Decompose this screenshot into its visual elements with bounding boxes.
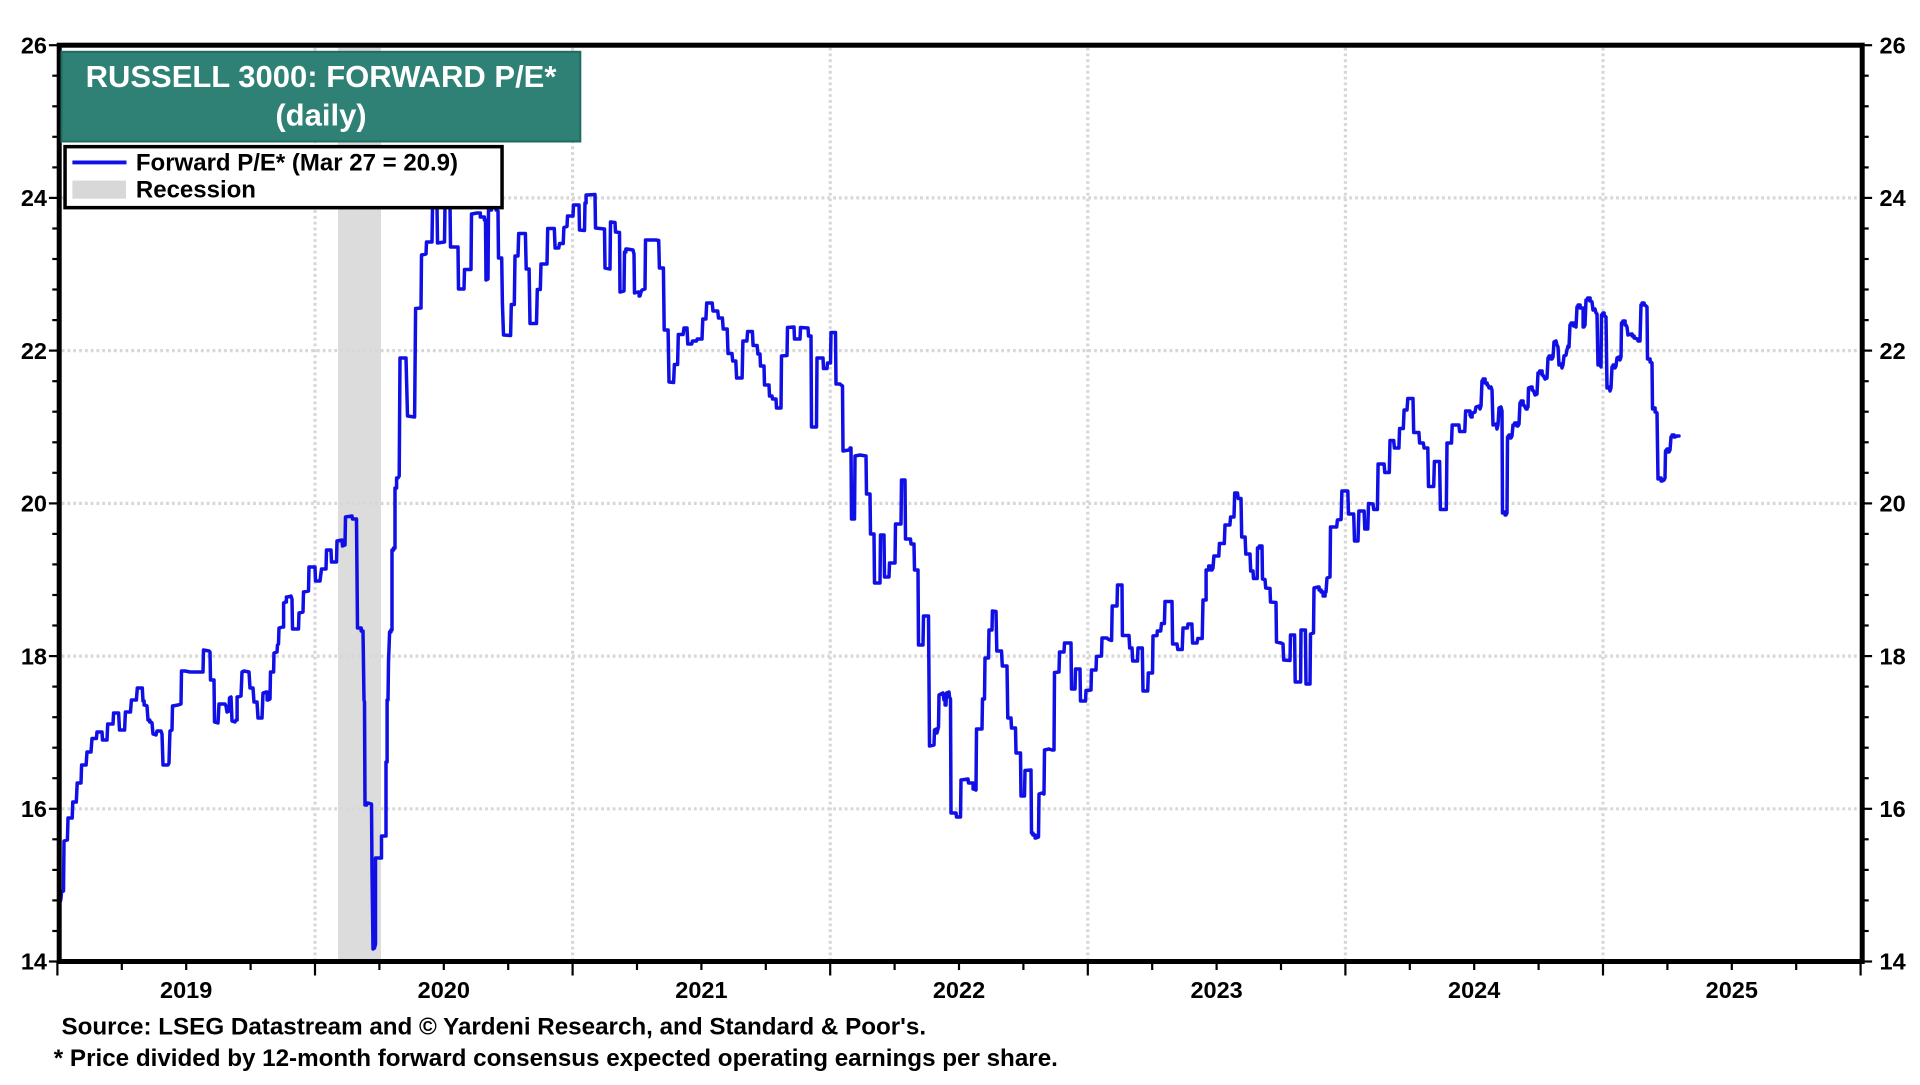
svg-text:2021: 2021 bbox=[675, 977, 727, 1003]
svg-text:* Price divided by 12-month fo: * Price divided by 12-month forward cons… bbox=[54, 1045, 1058, 1072]
svg-text:22: 22 bbox=[21, 338, 47, 364]
svg-text:16: 16 bbox=[1880, 796, 1906, 822]
svg-text:2024: 2024 bbox=[1448, 977, 1500, 1003]
svg-text:2023: 2023 bbox=[1190, 977, 1242, 1003]
svg-text:Recession: Recession bbox=[136, 176, 256, 203]
svg-text:20: 20 bbox=[1880, 491, 1906, 517]
svg-text:2020: 2020 bbox=[418, 977, 470, 1003]
svg-text:2022: 2022 bbox=[933, 977, 985, 1003]
svg-text:Forward P/E* (Mar 27 = 20.9): Forward P/E* (Mar 27 = 20.9) bbox=[136, 150, 458, 177]
svg-text:16: 16 bbox=[21, 796, 47, 822]
svg-text:2019: 2019 bbox=[160, 977, 212, 1003]
svg-text:2025: 2025 bbox=[1706, 977, 1758, 1003]
svg-text:RUSSELL 3000: FORWARD P/E*: RUSSELL 3000: FORWARD P/E* bbox=[86, 59, 558, 94]
svg-text:14: 14 bbox=[1880, 949, 1906, 975]
svg-text:26: 26 bbox=[21, 32, 47, 58]
svg-text:20: 20 bbox=[21, 491, 47, 517]
svg-text:22: 22 bbox=[1880, 338, 1906, 364]
svg-text:(daily): (daily) bbox=[275, 98, 366, 133]
svg-text:26: 26 bbox=[1880, 32, 1906, 58]
svg-text:24: 24 bbox=[21, 185, 47, 211]
svg-text:18: 18 bbox=[1880, 643, 1906, 669]
svg-text:14: 14 bbox=[21, 949, 47, 975]
svg-text:Source: LSEG Datastream and ©: Source: LSEG Datastream and © Yardeni Re… bbox=[62, 1013, 927, 1040]
svg-text:24: 24 bbox=[1880, 185, 1906, 211]
svg-text:18: 18 bbox=[21, 643, 47, 669]
